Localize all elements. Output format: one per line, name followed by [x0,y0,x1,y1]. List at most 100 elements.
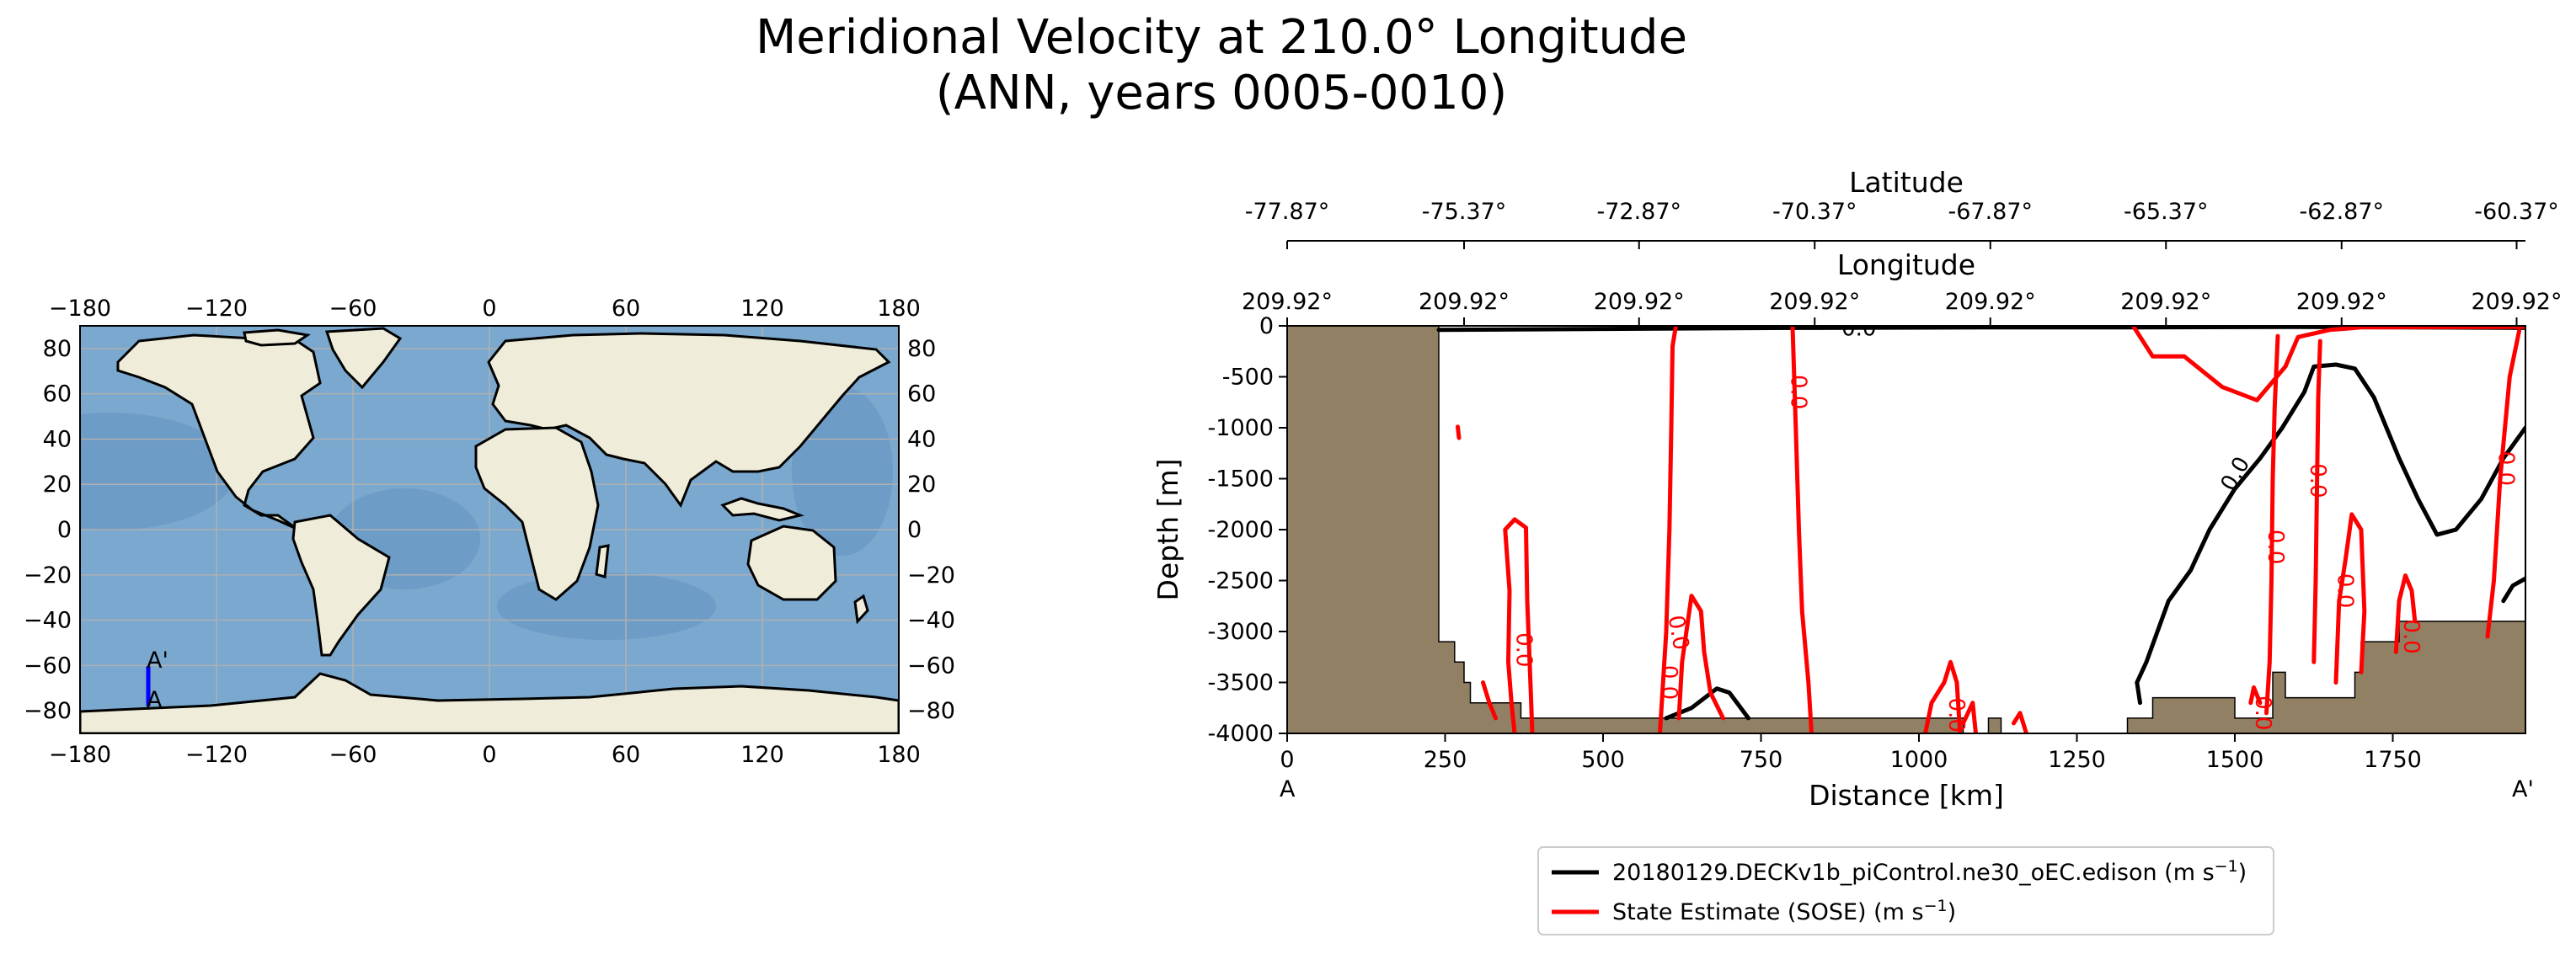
legend-label-sose-text: State Estimate (SOSE) (m s [1612,899,1924,925]
map-lon-tick-top: −180 [49,296,111,322]
map-lat-tick-right: 40 [907,426,936,452]
map-lat-tick-right: 80 [907,336,936,362]
y-tick-label: 0 [1259,313,1274,339]
sose-contour-13 [2248,685,2263,706]
map-lat-tick-left: 80 [43,336,72,362]
map-lon-tick-bottom: −180 [49,742,111,768]
landmass-arctic-islands [243,328,311,347]
map-landmasses [80,327,899,733]
latitude-axis-label: Latitude [1849,166,1964,199]
section-background [1287,326,2525,733]
map-lat-tick-right: −80 [907,698,955,724]
lat-tick-label: -67.87° [1948,199,2033,225]
map-tick-labels: −180 −180 −120 −120 −60 −60 0 0 60 60 120 120 180 180… [24,296,955,768]
map-lon-tick-bottom: −120 [185,742,248,768]
contour-labels: 0.00.00.00.0 0.00.00.00.00.00.00.00.00.0 [1510,326,2519,733]
lat-tick-label: -62.87° [2299,199,2384,225]
map-lat-tick-right: 60 [907,381,936,408]
model-contour-2 [2501,576,2525,604]
y-tick-label: -1500 [1208,466,1274,493]
map-lat-tick-left: −60 [24,653,72,679]
sose-contour-4 [1923,659,1963,733]
contour-label-3: 0.0 [1510,632,1536,667]
model-contour-3 [1664,686,1750,721]
map-lon-tick-top: 120 [740,296,784,322]
landmass-south-america [291,514,391,657]
sose-contour-7 [2264,333,2280,716]
map-lat-tick-right: 0 [907,517,922,543]
y-tick-label: -3000 [1208,619,1274,645]
lon-tick-label: 209.92° [1945,289,2036,315]
sose-contour-14 [1481,680,1498,721]
y-tick-label: -3500 [1208,670,1274,696]
map-lat-tick-left: 40 [43,426,72,452]
contour-label-12: 0.0 [2250,696,2275,730]
x-tick-label: 1500 [2206,747,2264,773]
x-tick-label: 0 [1280,747,1294,773]
landmass-madagascar [595,544,610,578]
contour-label-8: 0.0 [2305,463,2330,498]
map-lon-tick-top: −60 [329,296,377,322]
legend-box [1537,846,2274,935]
contour-label-9: 0.0 [2332,573,2357,608]
x-tick-label: 1750 [2364,747,2422,773]
landmass-australia [746,525,837,601]
model-contour-0 [1436,326,2525,333]
lat-tick-label: -77.87° [1245,199,1330,225]
sose-contour-0 [1658,326,1678,733]
contour-lines [1436,326,2525,733]
sose-contour-3 [1676,594,1725,721]
x-tick-label: 250 [1424,747,1467,773]
contour-label-2: 0.0 [1786,375,1811,409]
y-tick-label: -4000 [1208,721,1274,747]
y-axis-label: Depth [m] [1152,459,1184,601]
lat-tick-label: -72.87° [1596,199,1681,225]
ocean-depth-patch-3 [792,387,893,556]
legend-label-sose: State Estimate (SOSE) (m s−1) [1612,897,1956,925]
contour-label-10: 0.0 [2398,619,2424,653]
map-lon-tick-top: 60 [612,296,640,322]
map-lat-tick-right: −40 [907,608,955,634]
landmass-maritime-continent [720,497,804,522]
legend-label-sose-end: ) [1948,899,1957,925]
sose-contour-1 [1790,326,1814,733]
y-tick-label: -2000 [1208,517,1274,543]
ocean-depth-patch-2 [497,573,716,640]
longitude-axis-label: Longitude [1837,248,1975,281]
y-tick-label: -1000 [1208,415,1274,441]
lat-tick-label: -65.37° [2124,199,2209,225]
figure-title-line2: (ANN, years 0005-0010) [935,66,1508,120]
map-lat-tick-left: 60 [43,381,72,408]
model-contour-1 [2135,362,2525,706]
map-lat-tick-left: −40 [24,608,72,634]
latitude-axis: -77.87° -75.37° -72.87° -70.37° -67.87° -65.3… [1245,199,2559,249]
contour-label-7: 0.0 [2263,530,2288,564]
section-start-label: A [1280,776,1296,802]
contour-label-4: 0.0 [1663,613,1694,652]
map-lon-tick-bottom: 0 [482,742,496,768]
map-lon-tick-bottom: 60 [612,742,640,768]
map-lat-tick-left: 20 [43,472,72,498]
figure-title: Meridional Velocity at 210.0° Longitude … [0,10,2443,121]
map-lon-tick-top: −120 [185,296,248,322]
sose-contour-12 [2131,326,2525,402]
lat-tick-label: -70.37° [1772,199,1857,225]
transect-end-label: A' [147,648,168,674]
lon-tick-label: 209.92° [1419,289,1510,315]
y-tick-label: -2500 [1208,568,1274,594]
sose-contour-6 [2012,711,2028,733]
sose-contour-2 [1503,517,1535,733]
x-axis-ticks: 0 250 500 750 1000 1250 1500 1750 [1280,733,2422,773]
sose-contour-10 [2393,573,2418,654]
x-tick-label: 750 [1740,747,1783,773]
x-tick-label: 1250 [2048,747,2106,773]
lon-tick-label: 209.92° [1594,289,1685,315]
landmass-new-zealand [853,594,869,625]
lon-tick-label: 209.92° [1242,289,1333,315]
map-lat-tick-left: −80 [24,698,72,724]
map-lon-tick-top: 0 [482,296,496,322]
transect-start-label: A [147,687,163,713]
lat-tick-label: -75.37° [1422,199,1507,225]
contour-label-11: 0.0 [2493,451,2519,486]
